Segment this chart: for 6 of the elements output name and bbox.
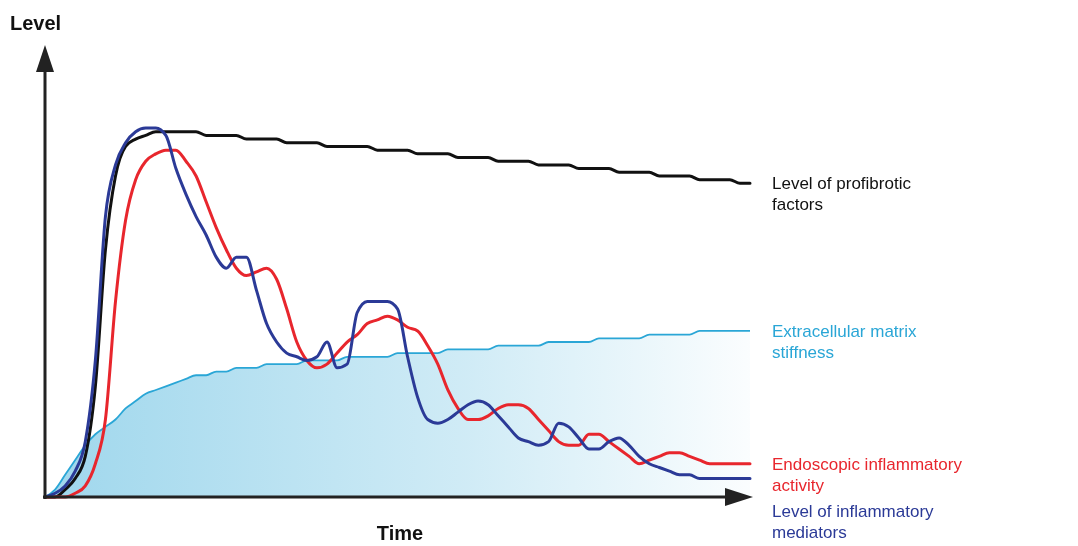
series-label: Extracellular matrix stiffness <box>772 321 918 362</box>
series-label: Level of inflammatory mediators <box>772 501 935 542</box>
series-label: Level of profibrotic factors <box>772 174 912 215</box>
series-label: Endoscopic inflammatory activity <box>772 454 963 495</box>
y-axis-title: Level <box>10 12 62 34</box>
x-axis-title: Time <box>376 522 424 544</box>
